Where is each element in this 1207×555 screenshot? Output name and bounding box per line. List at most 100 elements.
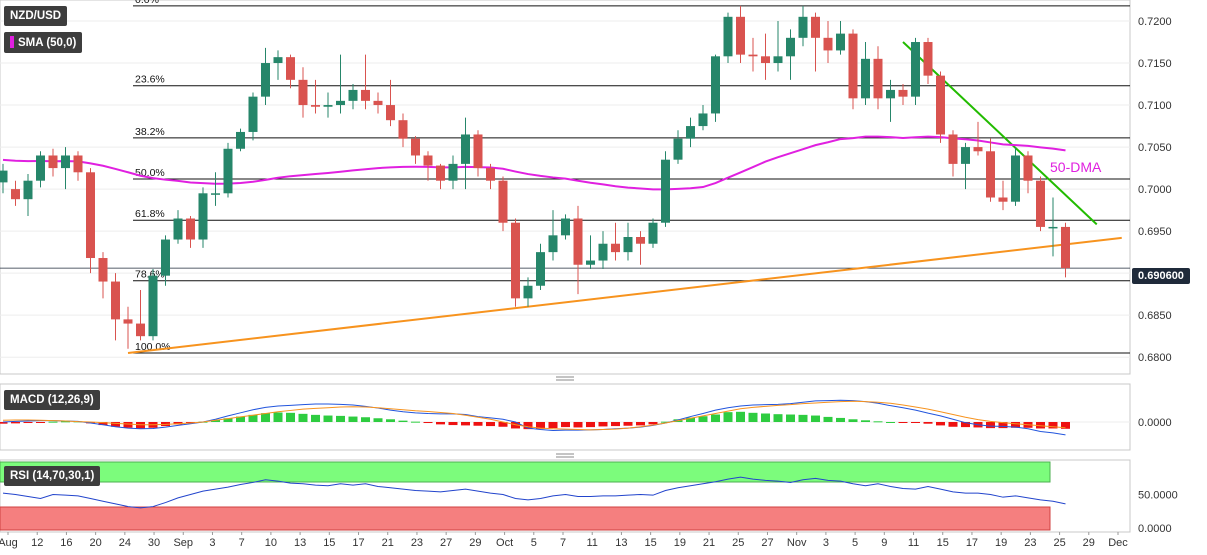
candle-down [986, 151, 995, 198]
macd-bar-negative [961, 422, 970, 428]
candle-up [773, 56, 783, 64]
candle-down [298, 79, 308, 106]
macd-bar-negative [448, 422, 458, 426]
candle-up [336, 100, 345, 106]
candle-down [111, 281, 120, 320]
macd-bar-negative [436, 422, 445, 425]
candle-down [511, 222, 520, 299]
macd-bar-positive [698, 416, 708, 422]
time-tick-label: 24 [119, 537, 131, 549]
candle-up [448, 163, 458, 181]
macd-bar-negative [548, 422, 558, 429]
candle-up [836, 33, 845, 51]
sma-indicator-label[interactable]: SMA (50,0) [4, 32, 83, 53]
time-tick-label: 21 [703, 537, 715, 549]
time-tick-label: 12 [31, 537, 43, 549]
candle-down [361, 89, 370, 101]
candle-up [348, 89, 358, 101]
macd-signal-line [2, 400, 1066, 431]
macd-indicator-label[interactable]: MACD (12,26,9) [4, 390, 100, 410]
macd-bar-negative [461, 422, 470, 426]
price-tick-label: 0.6950 [1138, 226, 1172, 238]
macd-bar-positive [661, 421, 670, 423]
fib-level-label: 38.2% [135, 126, 165, 138]
time-tick-label: 15 [645, 537, 657, 549]
macd-bar-negative [0, 422, 8, 424]
macd-bar-negative [1061, 422, 1070, 429]
candle-down [1061, 226, 1070, 269]
candle-down [486, 168, 495, 181]
candle-down [998, 197, 1008, 202]
candle-up [211, 193, 220, 195]
macd-bar-negative [136, 422, 145, 429]
fib-level-label: 0.0% [135, 0, 159, 6]
time-tick-label: Sep [173, 537, 193, 549]
candle-down [473, 134, 483, 169]
time-tick-label: 11 [908, 537, 919, 549]
candle-up [548, 235, 558, 253]
panel-splitter-1[interactable] [556, 376, 574, 381]
macd-bar-negative [986, 422, 995, 429]
macd-bar-positive [298, 413, 308, 422]
panel-splitter-2[interactable] [556, 453, 574, 458]
macd-bar-negative [648, 422, 658, 425]
time-tick-label: 11 [586, 537, 597, 549]
time-tick-label: 7 [239, 537, 245, 549]
macd-bar-negative [598, 422, 608, 427]
candle-up [148, 275, 158, 337]
price-tick-label: 0.7100 [1138, 100, 1172, 112]
time-tick-label: 19 [674, 537, 686, 549]
rsi-indicator-label[interactable]: RSI (14,70,30,1) [4, 466, 101, 486]
candle-down [386, 105, 395, 121]
time-tick-label: 15 [323, 537, 335, 549]
time-tick-label: 5 [531, 537, 537, 549]
candle-up [861, 58, 870, 99]
time-tick-label: 23 [1024, 537, 1036, 549]
time-tick-label: 23 [411, 537, 423, 549]
sma-indicator-text: SMA (50,0) [18, 37, 77, 49]
candle-up [161, 239, 170, 276]
macd-bar-positive [861, 420, 870, 422]
macd-bar-negative [536, 422, 545, 429]
candle-up [36, 155, 45, 181]
macd-bar-positive [398, 420, 408, 422]
candle-up [586, 260, 595, 265]
time-tick-label: 15 [937, 537, 949, 549]
rsi-oversold-zone [0, 506, 1051, 531]
symbol-label[interactable]: NZD/USD [4, 6, 68, 26]
candle-up [223, 148, 233, 194]
candle-up [536, 252, 545, 286]
macd-bar-positive [286, 412, 295, 422]
time-tick-label: 25 [1053, 537, 1065, 549]
candle-up [673, 138, 683, 160]
rsi-tick-label: 50.0000 [1138, 490, 1178, 502]
macd-bar-negative [1048, 422, 1058, 429]
macd-bar-positive [248, 414, 258, 422]
candle-down [823, 37, 833, 51]
macd-line [2, 399, 1066, 436]
price-tick-label: 0.6800 [1138, 352, 1172, 364]
macd-bar-negative [173, 422, 183, 425]
macd-bar-positive [236, 416, 245, 422]
macd-bar-positive [886, 422, 895, 423]
macd-bar-positive [323, 415, 333, 422]
time-tick-label: 17 [352, 537, 364, 549]
macd-bar-positive [273, 412, 283, 422]
dma-annotation: 50-DMA [1050, 159, 1102, 175]
candle-down [736, 16, 745, 55]
macd-bar-positive [311, 414, 320, 422]
macd-bar-positive [361, 417, 370, 422]
time-tick-label: 13 [294, 537, 306, 549]
time-tick-label: 17 [966, 537, 978, 549]
candle-down [873, 58, 883, 99]
macd-bar-negative [473, 422, 483, 426]
candle-down [748, 54, 758, 57]
macd-bar-positive [61, 421, 70, 423]
candle-down [136, 323, 145, 337]
time-tick-label: Dec [1108, 537, 1128, 549]
price-tick-label: 0.7050 [1138, 142, 1172, 154]
candle-down [761, 56, 770, 64]
time-tick-label: 9 [881, 537, 887, 549]
candle-down [498, 180, 508, 223]
candle-up [1011, 155, 1020, 202]
